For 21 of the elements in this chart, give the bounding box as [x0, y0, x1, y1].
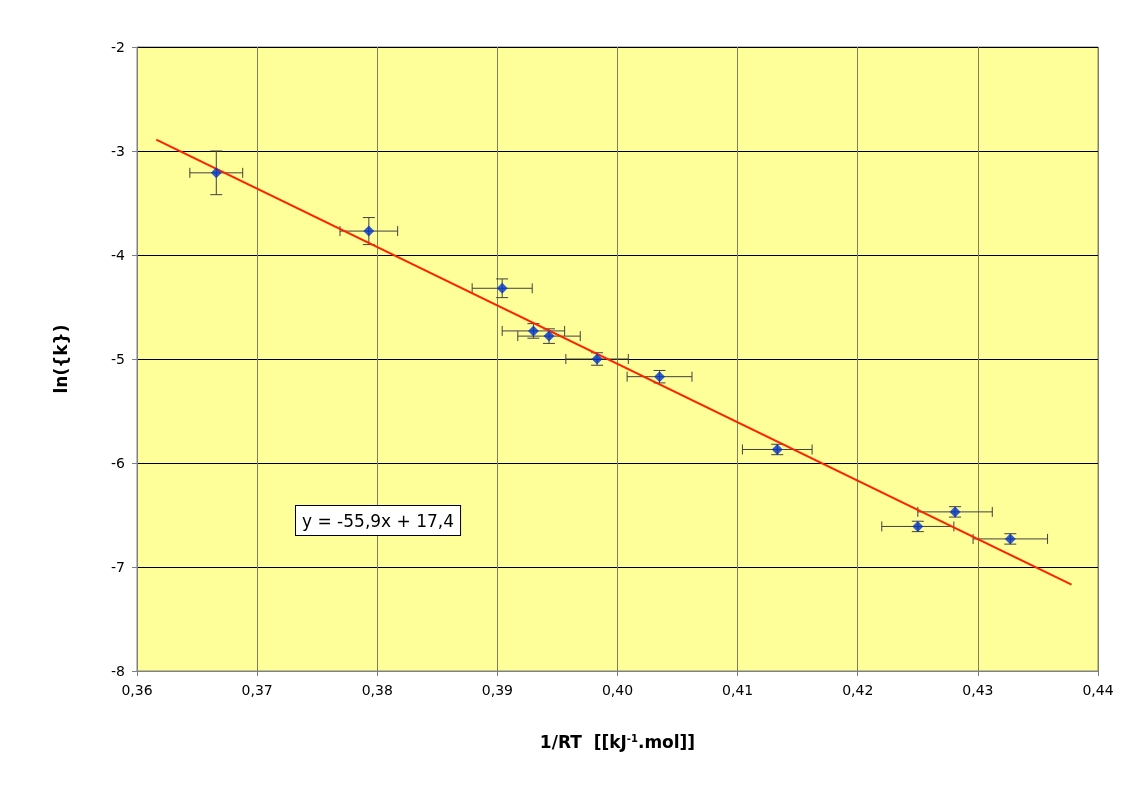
y-tick-label: -5: [111, 351, 125, 367]
point: [210, 167, 222, 179]
x-tick-label: 0,37: [241, 682, 273, 698]
x-tick-label: 0,43: [962, 682, 994, 698]
x-tick-label: 0,42: [842, 682, 874, 698]
point: [363, 225, 375, 237]
x-tick-label: 0,40: [601, 682, 634, 698]
point: [496, 282, 508, 294]
y-tick-label: -3: [111, 143, 125, 159]
annotation: y = -55,9x + 17,4: [302, 510, 455, 531]
x-tick-label: 0,38: [361, 682, 393, 698]
x-tick-label: 0,36: [121, 682, 153, 698]
y-tick-label: -4: [111, 247, 126, 263]
x-tick-label: 0,39: [481, 682, 513, 698]
y-tick-label: -8: [111, 663, 125, 679]
y-tick-label: -6: [111, 455, 126, 471]
x-tick-label: 0,41: [722, 682, 754, 698]
x-tick-label: 0,44: [1082, 682, 1114, 698]
y-tick-label: -2: [111, 39, 125, 55]
y-tick-label: -7: [111, 559, 125, 575]
y-axis-title: ln({k}): [50, 324, 71, 394]
